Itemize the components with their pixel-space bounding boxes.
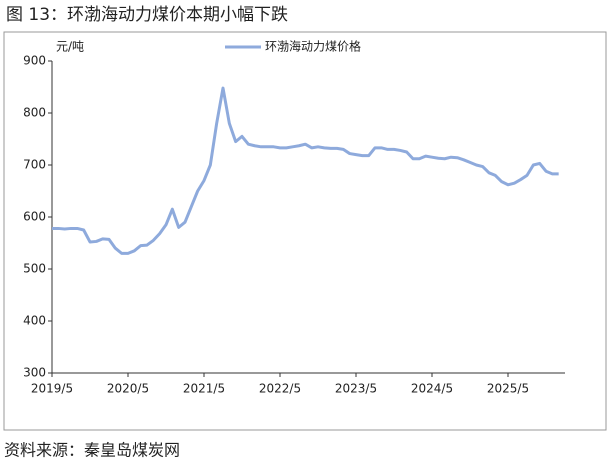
x-tick-label: 2021/5: [183, 382, 225, 396]
series-line: [52, 86, 559, 255]
source: 资料来源：秦皇岛煤炭网: [4, 441, 180, 460]
x-tick-label: 2020/5: [107, 382, 149, 396]
x-tick-label: 2025/5: [487, 382, 529, 396]
y-tick-label: 300: [23, 366, 46, 380]
y-tick-label: 500: [23, 262, 46, 276]
y-tick-label: 600: [23, 210, 46, 224]
y-axis-label: 元/吨: [56, 40, 84, 54]
y-tick-label: 400: [23, 314, 46, 328]
y-tick-label: 900: [23, 54, 46, 68]
x-tick-label: 2023/5: [335, 382, 377, 396]
chart-title: 图 13：环渤海动力煤价本期小幅下跌: [6, 5, 288, 25]
legend-label: 环渤海动力煤价格: [265, 39, 361, 54]
x-tick-label: 2019/5: [31, 382, 73, 396]
x-tick-label: 2022/5: [259, 382, 301, 396]
y-tick-label: 800: [23, 106, 46, 120]
y-tick-label: 700: [23, 158, 46, 172]
chart-frame: [3, 31, 607, 431]
x-tick-label: 2024/5: [411, 382, 453, 396]
